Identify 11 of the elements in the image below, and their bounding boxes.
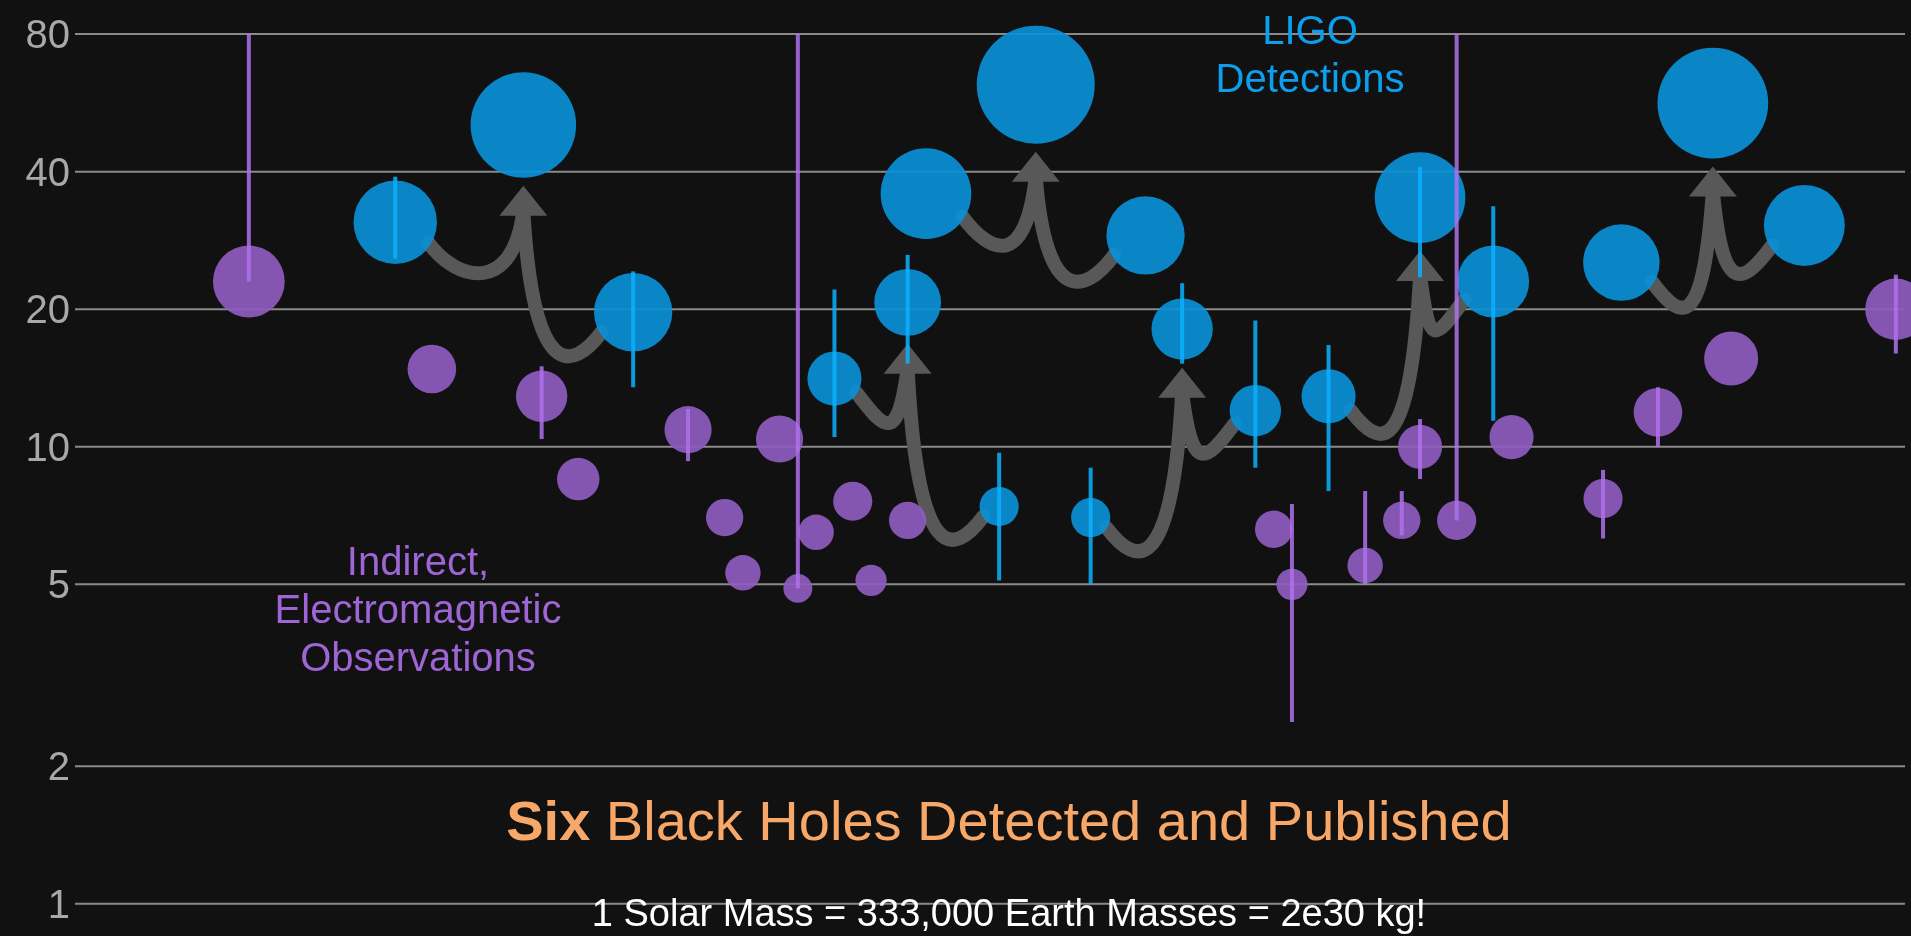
text: 1 Solar Mass = 333,000 Earth Masses = 2e30 kg!	[591, 892, 1427, 935]
text: Six Black Holes Detected and Published	[506, 788, 1512, 852]
y-tick-label: 1	[47, 881, 70, 926]
series-label: Indirect, Electromagnetic Observations	[274, 539, 562, 679]
y-tick-label: 40	[25, 149, 70, 194]
y-tick-label: 5	[47, 562, 70, 607]
series-label: LIGO Detections	[1215, 8, 1405, 100]
y-tick-label: 10	[25, 424, 70, 469]
y-tick-label: 80	[25, 12, 70, 57]
y-tick-label: 20	[25, 287, 70, 332]
y-tick-label: 2	[47, 744, 70, 789]
